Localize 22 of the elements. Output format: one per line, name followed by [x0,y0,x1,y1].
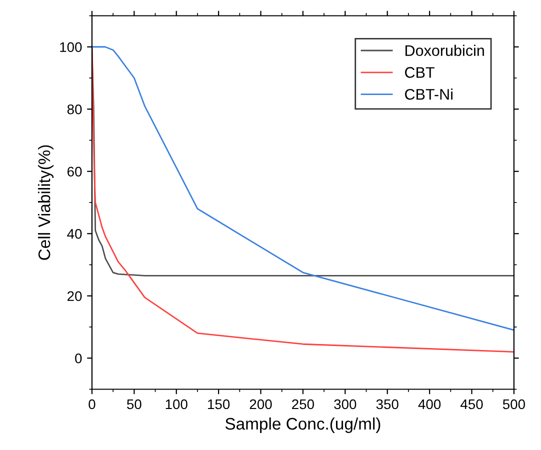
x-tick-label: 50 [127,399,142,410]
x-tick-label: 350 [376,399,398,410]
x-axis-title: Sample Conc.(ug/ml) [225,417,380,434]
y-tick-label: 80 [67,104,82,114]
y-tick-label: 60 [68,166,82,177]
legend-label: CBT-Ni [405,88,452,100]
x-tick-label: 400 [418,399,441,410]
x-tick-label: 100 [166,399,188,410]
y-tick-label: 100 [60,42,82,52]
x-tick-label: 250 [292,399,314,410]
y-tick-label: 0 [75,353,82,364]
y-tick-label: 20 [68,291,82,302]
legend-label: CBT [405,67,434,78]
legend-label: Doxorubicin [406,44,484,56]
x-tick-label: 0 [88,399,96,410]
x-tick-label: 450 [460,399,483,410]
x-tick-label: 500 [502,399,525,410]
x-tick-label: 200 [250,399,272,410]
x-tick-label: 150 [208,399,230,410]
x-tick-label: 300 [334,399,356,410]
y-tick-label: 40 [67,228,82,239]
y-axis-title: Cell Viability(%) [38,145,54,260]
